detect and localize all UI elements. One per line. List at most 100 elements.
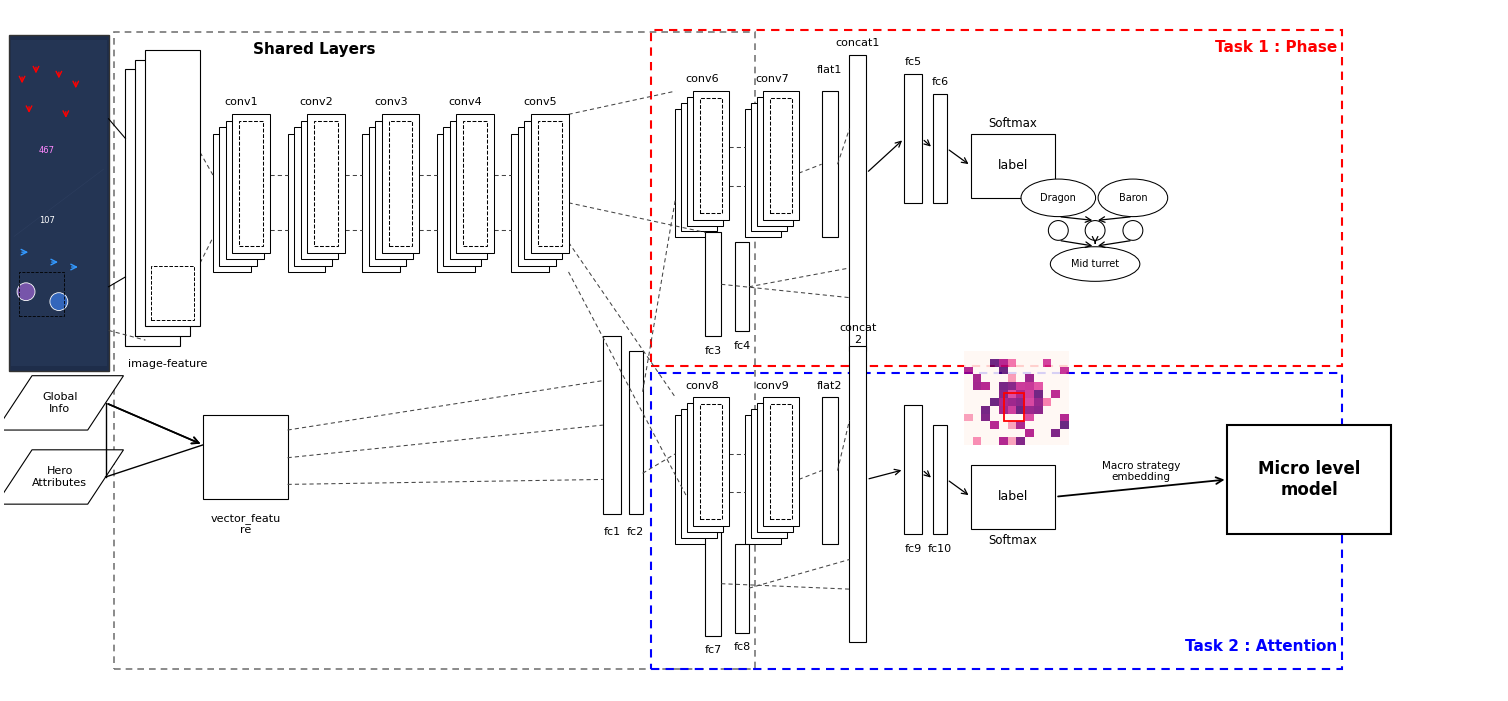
Polygon shape: [0, 450, 124, 504]
Bar: [763, 91, 799, 219]
Bar: [294, 127, 332, 266]
Circle shape: [50, 293, 68, 311]
Text: fc6: fc6: [932, 77, 949, 87]
Text: fc7: fc7: [704, 646, 722, 655]
Text: Task 2 : Attention: Task 2 : Attention: [1184, 639, 1336, 654]
Bar: [9, 35, 109, 371]
Bar: [288, 134, 326, 272]
Circle shape: [1123, 221, 1143, 240]
Text: conv6: conv6: [686, 74, 719, 84]
Bar: [300, 121, 338, 259]
Bar: [751, 103, 787, 231]
Text: image-feature: image-feature: [128, 359, 208, 369]
Bar: [771, 98, 792, 212]
Text: conv4: conv4: [448, 97, 483, 107]
Text: fc2: fc2: [627, 527, 644, 537]
Bar: [213, 134, 250, 272]
Bar: [204, 415, 288, 499]
Text: Dragon: Dragon: [1041, 193, 1077, 203]
Bar: [971, 134, 1056, 198]
Bar: [933, 425, 947, 533]
Bar: [676, 415, 712, 544]
Ellipse shape: [1051, 247, 1140, 281]
Text: fc8: fc8: [733, 642, 751, 653]
Text: fc9: fc9: [905, 543, 921, 554]
Bar: [700, 404, 722, 519]
Bar: [629, 351, 642, 514]
Bar: [220, 127, 258, 266]
Bar: [745, 415, 781, 544]
Bar: [688, 97, 724, 226]
Text: conv3: conv3: [374, 97, 407, 107]
Bar: [706, 532, 721, 636]
Bar: [763, 397, 799, 526]
Bar: [11, 40, 107, 366]
Bar: [538, 121, 561, 246]
Bar: [145, 50, 201, 326]
Bar: [706, 233, 721, 336]
Bar: [734, 544, 749, 632]
Bar: [650, 373, 1342, 669]
Text: conv8: conv8: [686, 381, 719, 390]
Bar: [603, 336, 621, 514]
Text: Hero
Attributes: Hero Attributes: [32, 466, 87, 488]
Bar: [368, 127, 407, 266]
Bar: [822, 397, 837, 544]
Bar: [700, 98, 722, 212]
Text: flat2: flat2: [817, 381, 843, 390]
Bar: [688, 403, 724, 532]
Bar: [362, 134, 400, 272]
Text: conv5: conv5: [523, 97, 556, 107]
Bar: [232, 114, 270, 252]
Bar: [1228, 425, 1392, 533]
Bar: [933, 94, 947, 203]
Bar: [455, 114, 495, 252]
Bar: [905, 74, 921, 203]
Bar: [682, 409, 718, 538]
Bar: [694, 91, 730, 219]
Bar: [511, 134, 549, 272]
Bar: [971, 465, 1056, 529]
Text: Baron: Baron: [1119, 193, 1148, 203]
Bar: [745, 109, 781, 238]
Bar: [449, 121, 487, 259]
Bar: [849, 55, 867, 351]
Text: concat
2: concat 2: [840, 323, 876, 345]
Bar: [375, 121, 413, 259]
Text: label: label: [998, 490, 1028, 503]
Bar: [525, 121, 562, 259]
Bar: [676, 109, 712, 238]
Text: fc5: fc5: [905, 57, 921, 67]
Bar: [905, 405, 921, 533]
Text: concat1: concat1: [835, 38, 881, 48]
Bar: [463, 121, 487, 246]
Bar: [694, 397, 730, 526]
Bar: [382, 114, 419, 252]
Bar: [734, 243, 749, 332]
Bar: [650, 30, 1342, 366]
Bar: [308, 114, 345, 252]
Bar: [113, 32, 756, 669]
Bar: [822, 91, 837, 238]
Bar: [443, 127, 481, 266]
Circle shape: [1086, 221, 1105, 240]
Text: conv2: conv2: [299, 97, 333, 107]
Bar: [240, 121, 264, 246]
Text: conv1: conv1: [225, 97, 258, 107]
Bar: [757, 403, 793, 532]
Bar: [682, 103, 718, 231]
Bar: [517, 127, 555, 266]
Text: vector_featu
re: vector_featu re: [210, 512, 280, 535]
Bar: [1003, 393, 1024, 421]
Text: fc3: fc3: [704, 346, 722, 356]
Bar: [136, 60, 190, 336]
Circle shape: [17, 283, 35, 301]
Bar: [226, 121, 264, 259]
Text: 467: 467: [39, 147, 54, 156]
Ellipse shape: [1098, 179, 1167, 217]
Text: fc10: fc10: [927, 543, 952, 554]
Bar: [757, 97, 793, 226]
Text: Global
Info: Global Info: [42, 392, 77, 414]
Bar: [437, 134, 475, 272]
Text: fc1: fc1: [603, 527, 620, 537]
